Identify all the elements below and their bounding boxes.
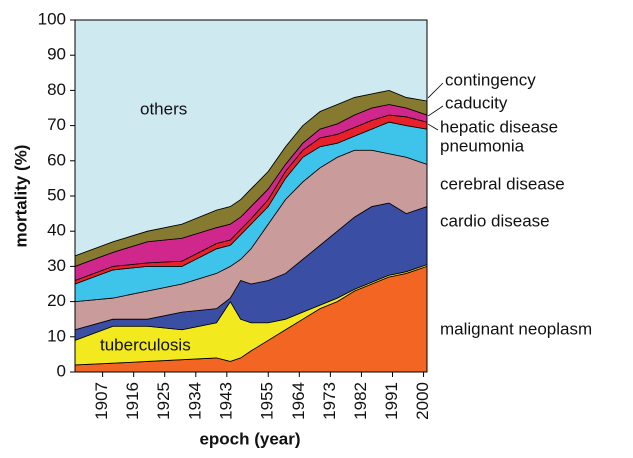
series-label: caducity <box>445 93 508 112</box>
y-tick-label: 90 <box>47 45 66 64</box>
x-tick-label: 1916 <box>123 382 142 420</box>
x-tick-label: 1907 <box>92 382 111 420</box>
y-tick-label: 10 <box>47 326 66 345</box>
y-tick-label: 0 <box>57 361 66 380</box>
y-tick-label: 60 <box>47 150 66 169</box>
x-tick-label: 1973 <box>320 382 339 420</box>
x-tick-label: 1955 <box>258 382 277 420</box>
series-label: cerebral disease <box>440 174 565 193</box>
x-tick-label: 1934 <box>185 382 204 420</box>
x-tick-label: 1964 <box>289 382 308 420</box>
x-tick-label: 1982 <box>351 382 370 420</box>
x-tick-label: 2000 <box>413 382 432 420</box>
series-label: malignant neoplasm <box>440 319 592 338</box>
y-tick-label: 30 <box>47 256 66 275</box>
x-tick-label: 1943 <box>216 382 235 420</box>
series-label: tuberculosis <box>100 335 191 354</box>
label-arrow <box>427 105 444 117</box>
series-label: others <box>140 99 187 118</box>
x-tick-label: 1991 <box>382 382 401 420</box>
label-arrow <box>427 82 444 99</box>
y-axis-title: mortality (%) <box>11 145 30 248</box>
y-tick-label: 100 <box>38 9 66 28</box>
y-tick-label: 40 <box>47 221 66 240</box>
x-tick-label: 1925 <box>154 382 173 420</box>
series-label: cardio disease <box>440 211 550 230</box>
label-arrow <box>427 123 439 131</box>
series-label: pneumonia <box>440 136 525 155</box>
y-tick-label: 80 <box>47 80 66 99</box>
x-axis-title: epoch (year) <box>199 429 300 448</box>
y-tick-label: 50 <box>47 185 66 204</box>
series-label: hepatic disease <box>440 117 558 136</box>
y-tick-label: 70 <box>47 115 66 134</box>
y-tick-label: 20 <box>47 291 66 310</box>
series-label: contingency <box>445 70 536 89</box>
